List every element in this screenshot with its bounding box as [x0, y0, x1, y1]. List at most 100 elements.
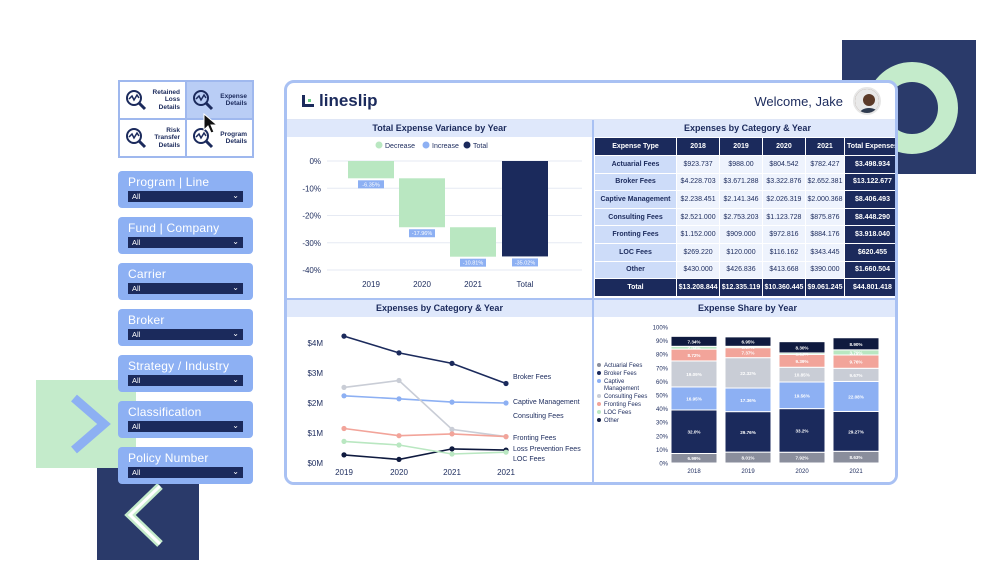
table-cell: $988.00 [719, 155, 763, 174]
filter-label: Strategy / Industry [128, 359, 230, 373]
nav-tile-label: Program Details [220, 131, 247, 146]
filter-dropdown[interactable]: All ⌄ [128, 283, 243, 294]
x-tick-label: 2019 [362, 280, 380, 289]
filter-carrier: Carrier All ⌄ [118, 263, 253, 300]
filter-selected-value: All [132, 284, 141, 293]
stack-segment [724, 411, 772, 453]
filter-dropdown[interactable]: All ⌄ [128, 375, 243, 386]
series-point [449, 360, 455, 366]
table-cell: $8.448.290 [843, 207, 895, 227]
filter-label: Fund | Company [128, 221, 220, 235]
table-row: Other $430.000 $426.836 $413.668 $390.000 $1.… [594, 260, 895, 280]
nav-tile-program-details[interactable]: Program Details [187, 120, 252, 156]
table-cell: $10.360.445 [761, 278, 807, 297]
stack-segment [670, 335, 718, 347]
stack-data-label: 8.90% [849, 342, 862, 347]
stack-data-label: 6.99% [687, 456, 700, 461]
series-label: LOC Fees [513, 456, 545, 463]
legend-swatch [463, 141, 471, 149]
table-cell: $269.220 [675, 242, 721, 262]
stack-segment [832, 380, 880, 412]
nav-tile-risk-transfer-details[interactable]: Risk Transfer Details [120, 120, 185, 156]
series-label: Fronting Fees [513, 435, 557, 442]
stack-data-label: 9.39% [795, 359, 808, 364]
series-point [341, 425, 347, 432]
filter-label: Classification [128, 405, 202, 419]
table-cell: $2.652.381 [805, 172, 845, 192]
table-cell: $2.238.451 [675, 190, 721, 209]
category-table-panel: Expenses by Category & Year Expense Type… [594, 120, 895, 298]
table-cell: $430.000 [675, 260, 721, 280]
stack-segment [724, 357, 772, 389]
table-cell: $782.427 [805, 155, 845, 174]
x-tick-label: Total [517, 280, 534, 289]
stack-data-label: 6.95% [741, 340, 754, 345]
series-label: Captive Management [513, 399, 580, 406]
stack-data-label: 7.92% [795, 456, 808, 461]
filter-label: Carrier [128, 267, 167, 281]
stack-data-label: 29.76% [740, 430, 756, 435]
filter-policy-number: Policy Number All ⌄ [118, 447, 253, 484]
series-line [343, 427, 507, 438]
series-point [396, 442, 402, 448]
table-cell: $8.406.493 [843, 190, 895, 209]
filter-selected-value: All [132, 468, 141, 477]
stack-segment [778, 341, 826, 354]
table-cell: $875.876 [805, 207, 845, 227]
series-label: Consulting Fees [513, 413, 564, 420]
stack-data-label: 8.63% [849, 455, 862, 460]
nav-tile-label-line: Risk [166, 126, 180, 134]
table-cell: Broker Fees [594, 172, 677, 192]
magnifier-chart-icon [126, 128, 147, 149]
filter-dropdown[interactable]: All ⌄ [128, 237, 243, 248]
nav-tile-label-line: Program [220, 130, 247, 138]
x-tick-label: 2020 [413, 280, 431, 289]
stack-data-label: 8.72% [687, 353, 700, 358]
brand-logo[interactable]: lineslip [301, 91, 378, 111]
y-tick-label: 90% [656, 339, 669, 345]
brand-name: lineslip [319, 91, 378, 110]
table-cell: $44.801.418 [843, 278, 895, 297]
line-chart-title: Expenses by Category & Year [287, 300, 592, 317]
stack-data-label: 9.67% [849, 373, 862, 378]
stack-segment [670, 360, 718, 388]
table-cell: $923.737 [675, 155, 721, 174]
nav-tile-retained-loss-details[interactable]: Retained Loss Details [120, 82, 185, 118]
table-header-cell: 2018 [675, 137, 721, 156]
category-table-title: Expenses by Category & Year [594, 120, 895, 137]
filter-fund-company: Fund | Company All ⌄ [118, 217, 253, 254]
filter-dropdown[interactable]: All ⌄ [128, 191, 243, 202]
chevron-down-icon: ⌄ [232, 329, 239, 338]
chevron-down-icon: ⌄ [232, 237, 239, 246]
nav-tile-label: Expense Details [220, 93, 247, 108]
filter-broker: Broker All ⌄ [118, 309, 253, 346]
y-tick-label: 100% [653, 326, 669, 332]
table-cell: $1.152.000 [675, 225, 721, 244]
table-cell: $13.208.844 [675, 278, 721, 297]
filter-dropdown[interactable]: All ⌄ [128, 467, 243, 478]
dashboard-window: lineslip Welcome, Jake Total Expense Var… [284, 80, 898, 485]
table-cell: $3.322.876 [761, 172, 807, 192]
y-tick-label: 30% [656, 421, 669, 427]
legend-swatch [597, 402, 601, 406]
filter-dropdown[interactable]: All ⌄ [128, 421, 243, 432]
nav-tile-label-line: Loss [164, 96, 180, 104]
legend-swatch [422, 141, 430, 149]
filter-strategy-industry: Strategy / Industry All ⌄ [118, 355, 253, 392]
stack-data-label: 1.12% [795, 352, 808, 357]
chevron-down-icon: ⌄ [232, 283, 239, 292]
y-tick-label: 20% [656, 434, 669, 440]
nav-tile-expense-details[interactable]: Expense Details [187, 82, 252, 118]
line-chart: $4M $3M $2M $1M $0M 2019 2020 2021 2021 Broker Fe… [307, 333, 581, 477]
table-cell: $2.521.000 [675, 207, 721, 227]
filter-dropdown[interactable]: All ⌄ [128, 329, 243, 340]
filter-classification: Classification All ⌄ [118, 401, 253, 438]
legend-swatch [597, 394, 601, 398]
avatar[interactable] [853, 87, 881, 115]
series-point [396, 396, 402, 402]
stack-data-label: 19.09% [686, 372, 702, 377]
table-cell: $4.228.703 [675, 172, 721, 192]
stack-data-label: 7.34% [687, 339, 700, 344]
x-tick-label: 2019 [335, 468, 353, 477]
series-line [343, 335, 507, 385]
